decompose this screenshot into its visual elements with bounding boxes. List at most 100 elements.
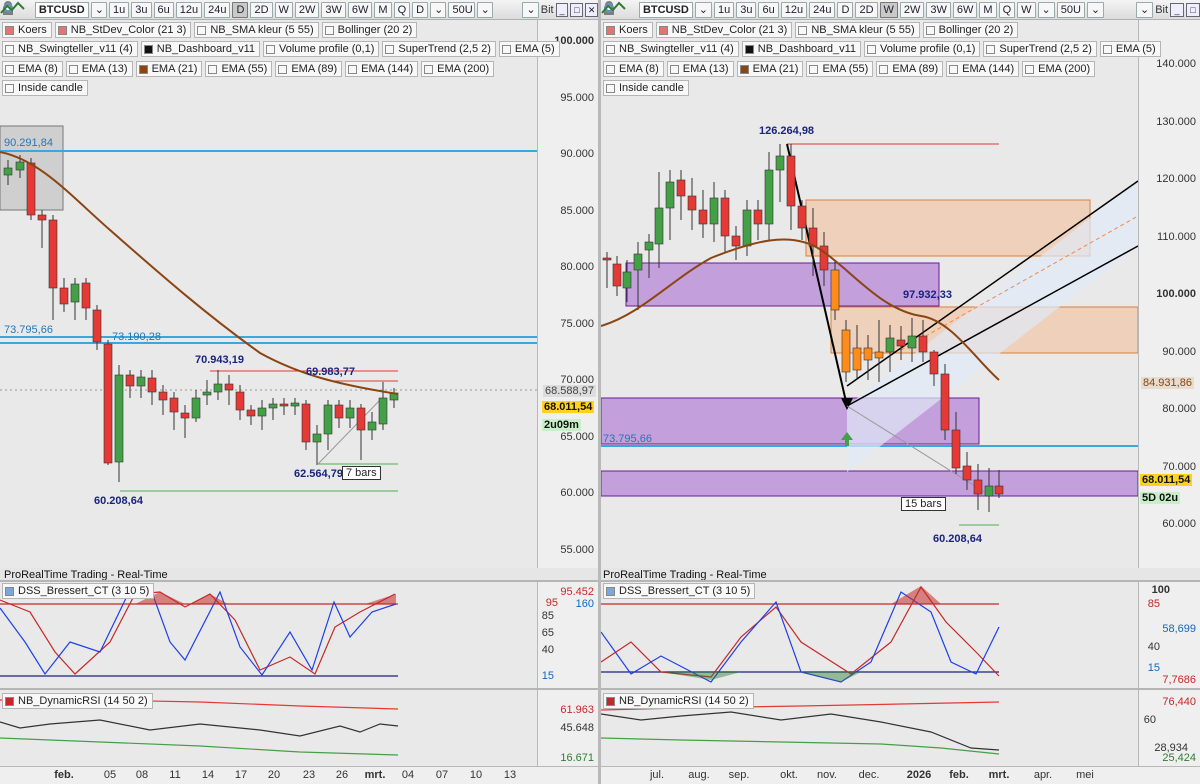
units-dropdown[interactable]: ⌄ [1086, 1, 1105, 18]
dss-legend[interactable]: DSS_Bressert_CT (3 10 5) [603, 583, 756, 599]
indicator-legend-ema-55[interactable]: EMA (55) [806, 61, 874, 77]
indicator-legend-inside-candle[interactable]: Inside candle [603, 80, 689, 96]
period-button-2w[interactable]: 2W [899, 1, 925, 18]
period-button-6u[interactable]: 6u [153, 1, 174, 18]
rsi-legend[interactable]: NB_DynamicRSI (14 50 2) [603, 693, 754, 709]
timeframe-select[interactable]: D [412, 1, 429, 18]
timeframe-dropdown[interactable]: ⌄ [430, 1, 447, 18]
period-button-24u[interactable]: 24u [809, 1, 836, 18]
indicator-legend-bollinger-20-2[interactable]: Bollinger (20 2) [922, 22, 1019, 38]
indicator-legend-ema-13[interactable]: EMA (13) [65, 61, 133, 77]
indicator-legend-ema-89[interactable]: EMA (89) [876, 61, 944, 77]
indicator-legend-ema-8[interactable]: EMA (8) [603, 61, 664, 77]
units-select[interactable]: 50U [448, 1, 475, 18]
indicator-legend-ema-89[interactable]: EMA (89) [275, 61, 343, 77]
right-price-plot[interactable] [601, 20, 1139, 568]
right-rsi-axis[interactable]: 76,440 60 28,934 25,424 [1138, 690, 1200, 766]
period-button-3u[interactable]: 3u [736, 1, 757, 18]
period-button-12u[interactable]: 12u [175, 1, 203, 18]
period-button-w[interactable]: W [879, 1, 898, 18]
indicator-legend-ema-200[interactable]: EMA (200) [421, 61, 495, 77]
right-dss-axis[interactable]: 100 85 58,699 40 15 7,7686 [1138, 582, 1200, 688]
chart-style-icon[interactable] [0, 1, 509, 18]
period-button-m[interactable]: M [374, 1, 392, 18]
minimize-icon[interactable]: _ [1170, 2, 1185, 17]
indicator-legend-bollinger-20-2[interactable]: Bollinger (20 2) [321, 22, 418, 38]
period-button-24u[interactable]: 24u [204, 1, 231, 18]
period-button-q[interactable]: Q [393, 1, 411, 18]
indicator-legend-ema-13[interactable]: EMA (13) [666, 61, 734, 77]
dss-legend[interactable]: DSS_Bressert_CT (3 10 5) [2, 583, 155, 599]
period-button-d[interactable]: D [837, 1, 854, 18]
symbol-dropdown[interactable]: ⌄ [694, 1, 712, 18]
indicator-legend-ema-144[interactable]: EMA (144) [345, 61, 419, 77]
period-button-6w[interactable]: 6W [952, 1, 978, 18]
chart-style-dropdown[interactable]: ⌄ [522, 1, 539, 18]
right-dss-plot[interactable] [601, 582, 1138, 688]
indicator-legend-inside-candle[interactable]: Inside candle [2, 80, 88, 96]
left-time-axis[interactable]: feb. 05 08 11 14 17 20 23 26 mrt. 04 07 10 13 [0, 766, 598, 784]
indicator-legend-koers[interactable]: Koers [603, 22, 653, 38]
maximize-icon[interactable]: □ [570, 2, 584, 17]
left-rsi-axis[interactable]: 61.963 45.648 16.671 [537, 690, 598, 766]
period-button-2d[interactable]: 2D [250, 1, 273, 18]
indicator-legend-supertrend-2-5-2[interactable]: SuperTrend (2,5 2) [382, 41, 496, 57]
left-dss-plot[interactable] [0, 582, 537, 688]
indicator-legend-volume-profile-0-1[interactable]: Volume profile (0,1) [263, 41, 380, 57]
left-price-axis[interactable]: 100.000 95.000 90.000 85.000 80.000 75.000 70.… [537, 20, 598, 568]
rsi-legend[interactable]: NB_DynamicRSI (14 50 2) [2, 693, 153, 709]
symbol-input[interactable]: BTCUSD [638, 1, 693, 18]
period-button-1u[interactable]: 1u [109, 1, 130, 18]
period-button-1u[interactable]: 1u [713, 1, 735, 18]
period-button-d[interactable]: D [232, 1, 249, 18]
indicator-legend-nb-dashboard-v11[interactable]: NB_Dashboard_v11 [140, 41, 260, 57]
indicator-legend-ema-8[interactable]: EMA (8) [2, 61, 63, 77]
minimize-icon[interactable]: _ [555, 2, 569, 17]
indicator-legend-ema-5[interactable]: EMA (5) [498, 41, 560, 57]
indicator-legend-nb-swingteller-v11-4[interactable]: NB_Swingteller_v11 (4) [603, 41, 739, 57]
maximize-icon[interactable]: □ [1186, 2, 1200, 17]
units-dropdown[interactable]: ⌄ [476, 1, 493, 18]
period-button-q[interactable]: Q [998, 1, 1016, 18]
indicator-legend-ema-21[interactable]: EMA (21) [135, 61, 203, 77]
indicator-legend-ema-200[interactable]: EMA (200) [1022, 61, 1096, 77]
close-icon[interactable]: ✕ [585, 2, 598, 17]
indicator-legend-ema-144[interactable]: EMA (144) [946, 61, 1020, 77]
symbol-dropdown[interactable]: ⌄ [90, 1, 107, 18]
indicator-legend-nb-stdev-color-21-3[interactable]: NB_StDev_Color (21 3) [54, 22, 192, 38]
right-time-axis[interactable]: jul. aug. sep. okt. nov. dec. 2026 feb. mrt. apr.… [601, 766, 1200, 784]
demand-zone [601, 470, 1139, 497]
level-label-mid: 73.795,66 [4, 324, 53, 336]
right-rsi-plot[interactable] [601, 690, 1138, 766]
indicator-legend-supertrend-2-5-2[interactable]: SuperTrend (2,5 2) [983, 41, 1097, 57]
indicator-legend-volume-profile-0-1[interactable]: Volume profile (0,1) [864, 41, 981, 57]
chart-style-dropdown[interactable]: ⌄ [1136, 1, 1154, 18]
left-price-plot[interactable] [0, 20, 537, 568]
period-button-2w[interactable]: 2W [294, 1, 320, 18]
symbol-input[interactable]: BTCUSD [34, 1, 89, 18]
indicator-legend-nb-swingteller-v11-4[interactable]: NB_Swingteller_v11 (4) [2, 41, 138, 57]
indicator-legend-koers[interactable]: Koers [2, 22, 52, 38]
period-button-6w[interactable]: 6W [347, 1, 373, 18]
timeframe-select[interactable]: W [1017, 1, 1036, 18]
left-dss-axis[interactable]: 95.452 95 160 85 65 40 15 [537, 582, 598, 688]
period-button-3w[interactable]: 3W [926, 1, 951, 18]
period-button-12u[interactable]: 12u [780, 1, 808, 18]
period-button-2d[interactable]: 2D [855, 1, 878, 18]
period-button-3w[interactable]: 3W [321, 1, 346, 18]
indicator-legend-ema-5[interactable]: EMA (5) [1099, 41, 1161, 57]
panel-divider[interactable] [598, 0, 601, 784]
period-button-m[interactable]: M [979, 1, 997, 18]
indicator-legend-ema-55[interactable]: EMA (55) [205, 61, 273, 77]
period-button-6u[interactable]: 6u [758, 1, 779, 18]
indicator-legend-nb-stdev-color-21-3[interactable]: NB_StDev_Color (21 3) [655, 22, 793, 38]
timeframe-dropdown[interactable]: ⌄ [1037, 1, 1055, 18]
units-select[interactable]: 50U [1056, 1, 1085, 18]
period-button-w[interactable]: W [274, 1, 293, 18]
indicator-legend-ema-21[interactable]: EMA (21) [736, 61, 804, 77]
period-button-3u[interactable]: 3u [131, 1, 152, 18]
indicator-legend-nb-dashboard-v11[interactable]: NB_Dashboard_v11 [741, 41, 861, 57]
chart-style-icon[interactable] [601, 1, 1122, 18]
indicator-legend-nb-sma-kleur-5-55[interactable]: NB_SMA kleur (5 55) [795, 22, 920, 38]
indicator-legend-nb-sma-kleur-5-55[interactable]: NB_SMA kleur (5 55) [194, 22, 319, 38]
